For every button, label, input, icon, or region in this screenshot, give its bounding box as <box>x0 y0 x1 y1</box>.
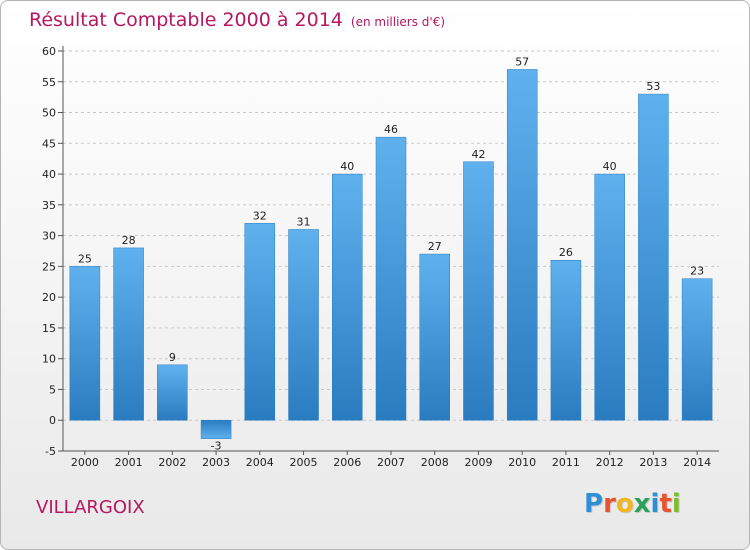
place-name: VILLARGOIX <box>36 497 145 518</box>
x-tick-label-2005: 2005 <box>290 456 318 469</box>
bar-2008 <box>419 253 450 421</box>
x-tick-label-2011: 2011 <box>552 456 580 469</box>
bar-2011 <box>550 259 582 421</box>
bar-2014 <box>681 278 713 421</box>
logo-letter: i <box>671 489 681 519</box>
data-label-2011: 26 <box>559 246 573 259</box>
logo-letter: x <box>633 489 651 519</box>
x-tick-label-2006: 2006 <box>333 456 361 469</box>
x-tick-label-2010: 2010 <box>508 456 536 469</box>
bar-2000 <box>69 266 101 421</box>
logo-letter: t <box>659 489 672 519</box>
y-tick-label: -5 <box>45 445 56 458</box>
proxiti-logo: Proxiti <box>584 489 681 519</box>
data-label-2006: 40 <box>340 160 354 173</box>
data-label-2004: 32 <box>253 209 267 222</box>
bar-2006 <box>332 173 363 421</box>
data-label-2005: 31 <box>297 215 311 228</box>
bar-2012 <box>594 173 625 421</box>
logo-letter: i <box>650 489 660 519</box>
chart-title-text: Résultat Comptable 2000 à 2014 <box>29 9 343 31</box>
logo-letter: o <box>615 489 634 519</box>
x-tick-label-2007: 2007 <box>377 456 405 469</box>
x-tick-label-2013: 2013 <box>639 456 667 469</box>
axis-layer: -5 0 5 10 15 20 25 30 35 40 45 50 55 60 2000 2001 2002 20… <box>42 45 719 469</box>
y-tick-label: 50 <box>42 107 56 120</box>
data-label-2009: 42 <box>471 148 485 161</box>
bar-2002 <box>157 364 188 421</box>
chart-title: Résultat Comptable 2000 à 2014 (en millie… <box>29 9 445 31</box>
x-tick-label-2008: 2008 <box>421 456 449 469</box>
y-tick-label: 20 <box>42 291 56 304</box>
x-tick-label-2001: 2001 <box>115 456 143 469</box>
bar-2003 <box>200 419 232 439</box>
bar-2009 <box>463 161 494 421</box>
y-tick-label: 55 <box>42 76 56 89</box>
bar-2005 <box>288 229 319 421</box>
y-tick-label: 10 <box>42 353 56 366</box>
data-label-2013: 53 <box>646 80 660 93</box>
label-layer: 25 28 9 -3 32 31 40 46 27 42 57 26 40 53 23 <box>78 55 704 452</box>
data-label-2003: -3 <box>211 440 222 453</box>
y-tick-label: 25 <box>42 260 56 273</box>
bar-2001 <box>113 247 144 421</box>
y-tick-label: 5 <box>49 383 56 396</box>
x-tick-label-2012: 2012 <box>596 456 624 469</box>
data-label-2014: 23 <box>690 265 704 278</box>
data-label-2002: 9 <box>169 351 176 364</box>
x-tick-label-2004: 2004 <box>246 456 274 469</box>
y-tick-label: 35 <box>42 199 56 212</box>
y-tick-label: 0 <box>49 414 56 427</box>
x-tick-label-2002: 2002 <box>158 456 186 469</box>
y-tick-label: 60 <box>42 45 56 58</box>
bar-2007 <box>375 136 407 421</box>
bar-2013 <box>638 93 669 421</box>
logo-letter: r <box>603 489 616 519</box>
y-tick-label: 40 <box>42 168 56 181</box>
y-tick-label: 15 <box>42 322 56 335</box>
chart-unit: (en milliers d'€) <box>350 15 446 29</box>
data-label-2012: 40 <box>603 160 617 173</box>
data-label-2000: 25 <box>78 252 92 265</box>
data-label-2007: 46 <box>384 123 398 136</box>
data-label-2001: 28 <box>122 234 136 247</box>
bar-layer <box>69 69 713 439</box>
bar-2010 <box>506 69 538 421</box>
x-tick-label-2003: 2003 <box>202 456 230 469</box>
data-label-2010: 57 <box>515 55 529 68</box>
y-tick-label: 30 <box>42 230 56 243</box>
y-tick-label: 45 <box>42 137 56 150</box>
logo-letter: P <box>584 489 604 519</box>
bar-2004 <box>244 223 276 421</box>
x-tick-label-2000: 2000 <box>71 456 99 469</box>
data-label-2008: 27 <box>428 240 442 253</box>
x-tick-label-2009: 2009 <box>464 456 492 469</box>
x-tick-label-2014: 2014 <box>683 456 711 469</box>
